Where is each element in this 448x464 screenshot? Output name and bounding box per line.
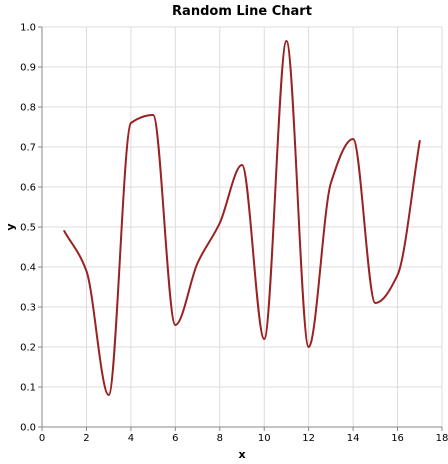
y-tick-label: 0.2 — [20, 343, 36, 354]
x-tick-label: 6 — [172, 433, 178, 444]
x-tick-label: 14 — [347, 433, 360, 444]
x-tick-label: 18 — [436, 433, 448, 444]
series-line — [63, 40, 421, 396]
x-axis-label: x — [238, 448, 245, 461]
y-tick-label: 0.0 — [20, 423, 36, 434]
x-axis-ticks: 0 2 4 6 8 10 12 14 16 18 — [39, 427, 448, 444]
series — [63, 40, 421, 396]
x-tick-label: 4 — [128, 433, 134, 444]
x-tick-label: 0 — [39, 433, 45, 444]
y-tick-label: 0.6 — [20, 183, 36, 194]
y-axis-ticks: 0.0 0.1 0.2 0.3 0.4 0.5 0.6 0.7 0.8 0.9 1.0 — [20, 23, 42, 434]
y-tick-label: 0.3 — [20, 303, 36, 314]
y-tick-label: 0.4 — [20, 263, 36, 274]
chart-title: Random Line Chart — [172, 4, 312, 19]
y-tick-label: 0.5 — [20, 223, 36, 234]
x-tick-label: 8 — [217, 433, 223, 444]
y-axis-label: y — [4, 223, 17, 230]
y-tick-label: 0.8 — [20, 103, 36, 114]
x-tick-label: 2 — [83, 433, 89, 444]
y-tick-label: 1.0 — [20, 23, 36, 34]
y-tick-label: 0.1 — [20, 383, 36, 394]
x-tick-label: 10 — [258, 433, 271, 444]
x-tick-label: 16 — [391, 433, 404, 444]
x-tick-label: 12 — [302, 433, 315, 444]
y-tick-label: 0.7 — [20, 143, 36, 154]
y-tick-label: 0.9 — [20, 63, 36, 74]
